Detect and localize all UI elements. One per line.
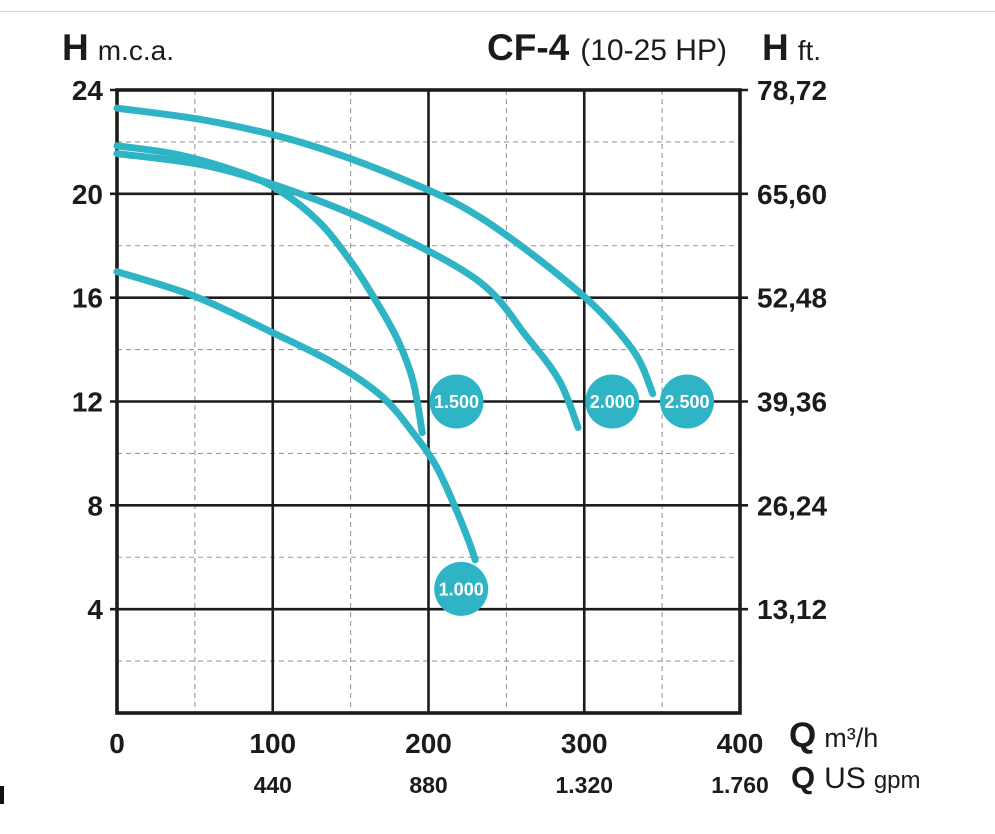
- model-name: CF-4: [487, 27, 570, 68]
- y-right-tick-label: 78,72: [757, 75, 827, 106]
- page-corner-mark: [0, 786, 4, 804]
- x-primary-tick-label: 400: [717, 728, 764, 759]
- curve-label-text-1500: 1.500: [434, 392, 479, 412]
- x-axis-secondary-unit: Q US gpm: [791, 760, 921, 796]
- curve-label-circle-2500: [660, 374, 715, 429]
- plot-border: [115, 88, 742, 715]
- left-axis-header: H m.c.a.: [62, 27, 174, 69]
- left-axis-unit: m.c.a.: [97, 35, 174, 66]
- y-left-tick-label: 16: [72, 283, 103, 314]
- curve-label-text-1000: 1.000: [439, 579, 484, 599]
- y-left-tick-label: 24: [72, 75, 104, 106]
- y-right-tick-label: 65,60: [757, 179, 827, 210]
- x-secondary-tick-label: 880: [409, 772, 447, 798]
- x-primary-tick-label: 100: [249, 728, 296, 759]
- y-right-tick-label: 52,48: [757, 283, 827, 314]
- curve-1000: [113, 268, 479, 564]
- y-right-tick-label: 39,36: [757, 387, 827, 418]
- right-axis-unit: ft.: [797, 35, 822, 66]
- curve-label-circle-1000: [434, 561, 489, 616]
- curve-label-circle-2000: [585, 374, 640, 429]
- curve-2500: [113, 104, 657, 398]
- y-left-tick-label: 4: [87, 594, 103, 625]
- x-secondary-tick-label: 1.320: [555, 772, 613, 798]
- curve-2000: [113, 150, 582, 431]
- curve-label-text-2500: 2.500: [665, 392, 710, 412]
- y-left-tick-label: 8: [87, 490, 103, 521]
- curve-label-circle-1500: [429, 374, 484, 429]
- q-unit-primary: m³/h: [824, 723, 879, 753]
- y-left-tick-label: 12: [72, 387, 103, 418]
- q-symbol-secondary: Q: [791, 760, 816, 795]
- x-secondary-tick-label: 1.760: [711, 772, 769, 798]
- x-primary-tick-label: 0: [109, 728, 125, 759]
- curve-1500: [113, 142, 426, 437]
- left-axis-symbol: H: [62, 27, 89, 68]
- y-left-tick-label: 20: [72, 179, 103, 210]
- power-rating: (10-25 HP): [580, 34, 727, 67]
- y-right-tick-label: 26,24: [757, 490, 827, 521]
- curve-label-text-2000: 2.000: [590, 392, 635, 412]
- page-top-rule: [0, 11, 995, 12]
- y-right-tick-label: 13,12: [757, 594, 827, 625]
- right-axis-header: H ft.: [762, 27, 821, 69]
- x-primary-tick-label: 300: [561, 728, 608, 759]
- chart-title: CF-4 (10-25 HP): [487, 27, 727, 69]
- q-symbol-primary: Q: [789, 716, 817, 755]
- q-unit-secondary-main: US: [824, 762, 866, 795]
- x-secondary-tick-label: 440: [254, 772, 292, 798]
- q-unit-secondary-sub: gpm: [873, 767, 921, 794]
- x-axis-primary-unit: Q m³/h: [789, 716, 878, 756]
- right-axis-symbol: H: [762, 27, 789, 68]
- x-primary-tick-label: 200: [405, 728, 452, 759]
